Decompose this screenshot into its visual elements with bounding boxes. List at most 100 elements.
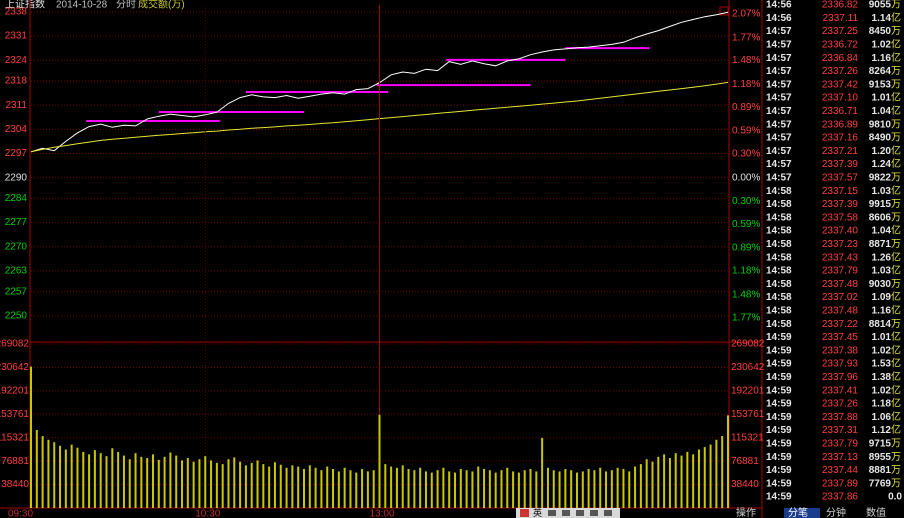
trade-volume: 0.0: [888, 492, 902, 503]
mode: 分时: [116, 0, 136, 11]
volume-bar: [378, 414, 381, 508]
volume-bar: [523, 470, 526, 508]
volume-bar: [326, 466, 329, 508]
trade-unit: 亿: [891, 38, 901, 51]
volume-bar: [151, 454, 154, 508]
trade-volume: 8871: [869, 239, 892, 250]
volume-bar: [622, 468, 625, 508]
trade-unit: 万: [891, 79, 901, 90]
volume-bar: [599, 467, 602, 508]
trade-time: 14:58: [766, 319, 792, 330]
trade-time: 14:59: [766, 425, 792, 436]
volume-bar: [419, 467, 422, 508]
trade-unit: 亿: [891, 264, 901, 277]
trade-time: 14:57: [766, 146, 792, 157]
volume-bar: [221, 464, 224, 508]
trade-volume: 9715: [869, 439, 892, 450]
volume-bar: [146, 458, 149, 508]
trade-volume: 1.38: [872, 372, 892, 383]
trade-price: 2337.22: [822, 319, 859, 330]
volume-bar: [157, 459, 160, 508]
y-tick-label: 2338: [5, 7, 28, 18]
toolbar-icon[interactable]: [520, 509, 529, 517]
trade-volume: 1.24: [872, 159, 892, 170]
toolbar-icon[interactable]: [548, 510, 556, 516]
trade-volume: 1.06: [872, 412, 892, 423]
y-tick-label: 38440: [1, 479, 29, 490]
y-tick-label: 76881: [1, 456, 29, 467]
trade-volume: 8264: [869, 66, 892, 77]
volume-bar: [465, 470, 468, 508]
trade-price: 2337.10: [822, 93, 859, 104]
volume-bar: [140, 456, 143, 508]
trade-time: 14:57: [766, 93, 792, 104]
tab[interactable]: 分笔: [788, 506, 808, 518]
trade-time: 14:57: [766, 66, 792, 77]
y-tick-label: 153761: [0, 409, 29, 420]
y-tick-label: 2318: [5, 76, 28, 87]
volume-bar: [610, 470, 613, 508]
trade-unit: 万: [891, 66, 901, 77]
volume-bar: [581, 471, 584, 508]
toolbar-icon[interactable]: [590, 510, 598, 516]
volume-bar: [297, 466, 300, 508]
tab-active[interactable]: [784, 508, 820, 518]
trade-volume: 9030: [869, 279, 892, 290]
trade-price: 2337.26: [822, 66, 859, 77]
toolbar-icon[interactable]: [604, 510, 612, 516]
trade-unit: 万: [891, 173, 901, 184]
trade-unit: 万: [891, 279, 901, 290]
trade-price: 2337.26: [822, 399, 859, 410]
volume-bar: [302, 468, 305, 508]
panel-button[interactable]: [719, 6, 729, 16]
volume-bar: [93, 450, 96, 508]
volume-bar: [517, 472, 520, 508]
volume-bar: [680, 455, 683, 508]
volume-bar: [111, 448, 114, 508]
tab[interactable]: 操作: [736, 506, 756, 518]
y-tick-label: 192201: [0, 385, 29, 396]
trade-price: 2337.45: [822, 332, 859, 343]
tab[interactable]: 数值: [866, 506, 886, 518]
toolbar-icon[interactable]: [576, 510, 584, 516]
trade-unit: 万: [891, 465, 901, 476]
volume-bar: [204, 456, 207, 508]
trade-price: 2337.96: [822, 372, 859, 383]
x-tick-label: 09:30: [8, 509, 33, 518]
y2-tick-label: 1.77%: [732, 312, 760, 323]
volume-bar: [634, 466, 637, 508]
trade-volume: 9822: [869, 173, 892, 184]
trade-price: 2337.48: [822, 306, 859, 317]
volume-bar: [35, 429, 38, 508]
y2-tick-label: 0.30%: [732, 196, 760, 207]
volume-bar: [117, 451, 120, 508]
volume-bar: [541, 437, 544, 508]
volume-bar: [721, 436, 724, 508]
trade-time: 14:58: [766, 306, 792, 317]
volume-bar: [198, 459, 201, 508]
volume-bar: [384, 464, 387, 508]
volume-bar: [558, 471, 561, 508]
volume-bar: [639, 464, 642, 508]
y-tick-label: 2304: [5, 124, 28, 135]
toolbar-lang[interactable]: 英: [533, 507, 542, 518]
trade-time: 14:58: [766, 226, 792, 237]
trade-price: 2337.15: [822, 186, 859, 197]
trade-time: 14:57: [766, 133, 792, 144]
trade-unit: 万: [891, 133, 901, 144]
trade-unit: 亿: [891, 104, 901, 117]
toolbar-icon[interactable]: [562, 510, 570, 516]
trade-price: 2337.13: [822, 452, 859, 463]
volume-bar: [163, 456, 166, 508]
trade-time: 14:58: [766, 279, 792, 290]
tab[interactable]: 分钟: [826, 506, 846, 518]
trade-price: 2336.82: [822, 0, 859, 11]
trade-volume: 9055: [869, 0, 892, 11]
volume-bar: [686, 451, 689, 508]
volume-bar: [645, 459, 648, 508]
volume-bar: [616, 467, 619, 508]
volume-bar: [122, 455, 125, 508]
trade-volume: 9810: [869, 119, 892, 130]
trade-price: 2337.16: [822, 133, 859, 144]
